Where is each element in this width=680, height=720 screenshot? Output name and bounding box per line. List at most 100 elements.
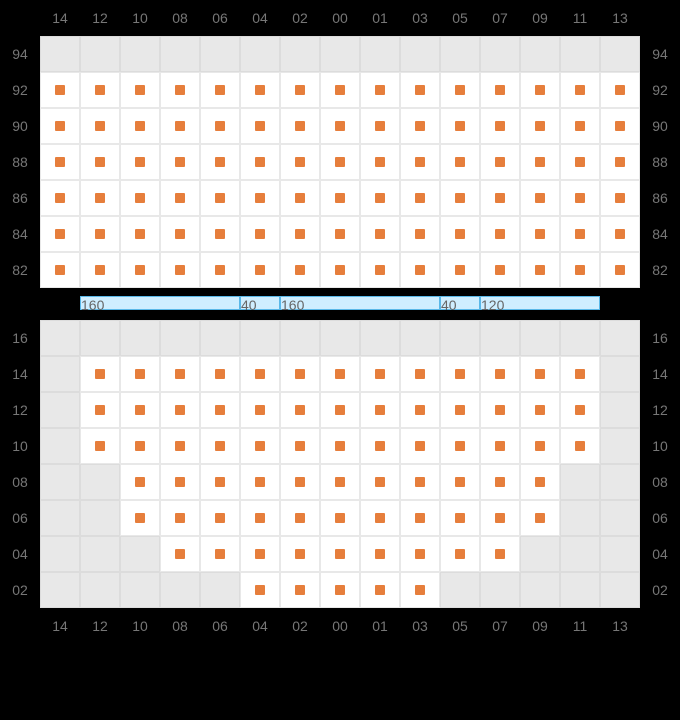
seat[interactable] [280, 72, 320, 108]
seat[interactable] [320, 500, 360, 536]
seat[interactable] [80, 144, 120, 180]
seat[interactable] [480, 392, 520, 428]
seat[interactable] [360, 428, 400, 464]
seat[interactable] [560, 108, 600, 144]
seat[interactable] [360, 536, 400, 572]
seat[interactable] [200, 536, 240, 572]
seat[interactable] [320, 144, 360, 180]
seat[interactable] [560, 392, 600, 428]
seat[interactable] [600, 144, 640, 180]
seat[interactable] [160, 536, 200, 572]
seat[interactable] [480, 252, 520, 288]
seat[interactable] [520, 252, 560, 288]
seat[interactable] [280, 356, 320, 392]
seat[interactable] [200, 464, 240, 500]
seat[interactable] [520, 356, 560, 392]
seat[interactable] [440, 500, 480, 536]
seat[interactable] [600, 216, 640, 252]
seat[interactable] [600, 108, 640, 144]
seat[interactable] [400, 356, 440, 392]
seat[interactable] [80, 216, 120, 252]
seat[interactable] [400, 180, 440, 216]
seat[interactable] [160, 428, 200, 464]
seat[interactable] [40, 252, 80, 288]
seat[interactable] [120, 500, 160, 536]
seat[interactable] [480, 500, 520, 536]
seat[interactable] [200, 180, 240, 216]
seat[interactable] [160, 108, 200, 144]
seat[interactable] [520, 144, 560, 180]
seat[interactable] [520, 72, 560, 108]
seat[interactable] [280, 500, 320, 536]
seat[interactable] [200, 500, 240, 536]
seat[interactable] [400, 72, 440, 108]
seat[interactable] [440, 216, 480, 252]
seat[interactable] [240, 72, 280, 108]
seat[interactable] [280, 108, 320, 144]
seat[interactable] [360, 180, 400, 216]
seat[interactable] [80, 180, 120, 216]
seat[interactable] [560, 144, 600, 180]
seat[interactable] [400, 428, 440, 464]
seat[interactable] [440, 392, 480, 428]
seat[interactable] [120, 216, 160, 252]
seat[interactable] [120, 108, 160, 144]
seat[interactable] [240, 428, 280, 464]
seat[interactable] [280, 428, 320, 464]
seat[interactable] [320, 536, 360, 572]
seat[interactable] [520, 464, 560, 500]
seat[interactable] [240, 536, 280, 572]
seat[interactable] [600, 252, 640, 288]
seat[interactable] [400, 216, 440, 252]
seat[interactable] [320, 464, 360, 500]
seat[interactable] [280, 180, 320, 216]
seat[interactable] [80, 392, 120, 428]
seat[interactable] [400, 572, 440, 608]
seat[interactable] [360, 356, 400, 392]
seat[interactable] [160, 500, 200, 536]
seat[interactable] [320, 72, 360, 108]
seat[interactable] [40, 180, 80, 216]
seat[interactable] [160, 144, 200, 180]
seat[interactable] [360, 464, 400, 500]
seat[interactable] [320, 216, 360, 252]
seat[interactable] [280, 572, 320, 608]
seat[interactable] [360, 216, 400, 252]
seat[interactable] [200, 108, 240, 144]
seat[interactable] [120, 392, 160, 428]
seat[interactable] [200, 72, 240, 108]
seat[interactable] [40, 108, 80, 144]
seat[interactable] [200, 356, 240, 392]
seat[interactable] [280, 216, 320, 252]
seat[interactable] [160, 356, 200, 392]
seat[interactable] [360, 72, 400, 108]
seat[interactable] [80, 428, 120, 464]
seat[interactable] [360, 252, 400, 288]
seat[interactable] [240, 464, 280, 500]
seat[interactable] [120, 356, 160, 392]
seat[interactable] [280, 144, 320, 180]
seat[interactable] [160, 72, 200, 108]
seat[interactable] [120, 144, 160, 180]
seat[interactable] [120, 428, 160, 464]
seat[interactable] [480, 108, 520, 144]
seat[interactable] [480, 428, 520, 464]
seat[interactable] [40, 216, 80, 252]
seat[interactable] [400, 252, 440, 288]
seat[interactable] [560, 180, 600, 216]
seat[interactable] [280, 392, 320, 428]
seat[interactable] [520, 108, 560, 144]
seat[interactable] [440, 252, 480, 288]
seat[interactable] [280, 252, 320, 288]
seat[interactable] [600, 180, 640, 216]
seat[interactable] [320, 180, 360, 216]
seat[interactable] [80, 252, 120, 288]
seat[interactable] [240, 180, 280, 216]
seat[interactable] [40, 144, 80, 180]
seat[interactable] [200, 428, 240, 464]
seat[interactable] [120, 464, 160, 500]
seat[interactable] [80, 108, 120, 144]
seat[interactable] [440, 356, 480, 392]
seat[interactable] [280, 536, 320, 572]
seat[interactable] [240, 252, 280, 288]
